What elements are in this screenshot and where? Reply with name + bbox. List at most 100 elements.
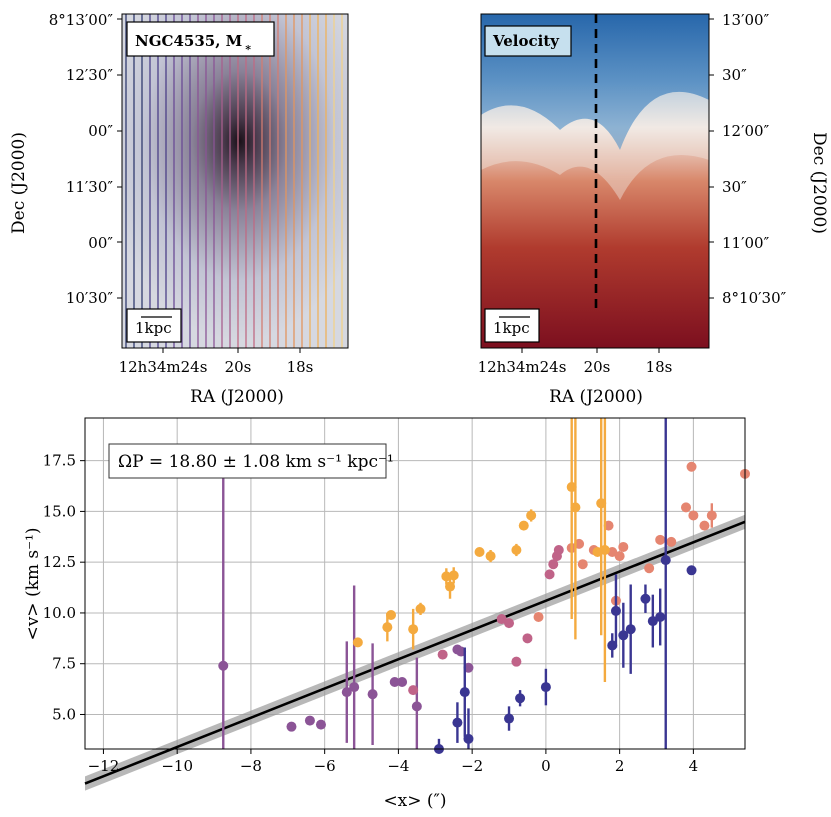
data-point [548, 559, 559, 570]
data-point [389, 676, 400, 687]
y-tick-label: 5.0 [52, 705, 76, 723]
data-point [218, 660, 229, 671]
data-point [445, 581, 456, 592]
data-point [610, 605, 621, 616]
right-ytick: 11′00″ [722, 234, 770, 252]
data-point [496, 614, 507, 625]
data-point [614, 551, 625, 562]
data-point [553, 544, 564, 555]
y-tick-label: 7.5 [52, 655, 76, 673]
data-point [577, 559, 588, 570]
y-tick-label: 17.5 [43, 452, 76, 470]
velocity-badge: Velocity [484, 25, 572, 57]
data-point [286, 721, 297, 732]
omega-annotation-text: ΩP = 18.80 ± 1.08 km s⁻¹ kpc⁻¹ [118, 452, 394, 472]
data-point [526, 510, 537, 521]
left-xtick: 18s [287, 358, 314, 376]
x-tick-label: −4 [387, 757, 409, 775]
fit-line [84, 520, 746, 785]
data-point [367, 689, 378, 700]
right-xtick: 20s [584, 358, 611, 376]
stellar-mass-image [122, 14, 348, 348]
data-point [474, 547, 485, 558]
svg-text:NGC4535, M∗: NGC4535, M ∗ [135, 32, 252, 54]
data-point [686, 461, 697, 472]
data-point [504, 713, 515, 724]
x-tick-label: 2 [615, 757, 625, 775]
data-point [681, 502, 692, 513]
scalebar-left-label: 1kpc [135, 319, 172, 337]
data-point [618, 541, 629, 552]
data-point [452, 717, 463, 728]
data-point [382, 622, 393, 633]
data-point [706, 510, 717, 521]
slit-lines [125, 14, 343, 348]
data-point [408, 685, 419, 696]
right-xtick: 12h34m24s [478, 358, 567, 376]
data-point [640, 593, 651, 604]
chart-xlabel: <x> (″) [383, 791, 446, 811]
right-ylabel: Dec (J2000) [809, 132, 829, 234]
x-tick-label: −10 [161, 757, 193, 775]
data-point [511, 544, 522, 555]
scalebar-left: 1kpc [126, 308, 182, 343]
x-tick-label: −8 [240, 757, 262, 775]
data-point [533, 612, 544, 623]
data-point [655, 534, 666, 545]
right-ytick: 13′00″ [722, 11, 770, 29]
left-xtick: 12h34m24s [119, 358, 208, 376]
data-point [540, 682, 551, 693]
stellar-mass-panel: NGC4535, M ∗ 1kpc 8°13′00″ 12′30″ 00″ 11′… [9, 11, 349, 407]
right-ytick: 8°10′30″ [722, 289, 787, 307]
stellar-mass-badge: NGC4535, M ∗ [126, 21, 275, 57]
data-point [660, 555, 671, 566]
data-point [511, 656, 522, 667]
data-point [408, 624, 419, 635]
fit-line-group [84, 514, 746, 791]
scalebar-right-label: 1kpc [493, 319, 530, 337]
data-point [518, 520, 529, 531]
data-point [415, 603, 426, 614]
y-tick-label: 15.0 [43, 502, 76, 520]
left-ytick: 11′30″ [66, 178, 114, 196]
scalebar-right: 1kpc [484, 308, 540, 343]
x-tick-label: −12 [88, 757, 120, 775]
data-point [397, 676, 408, 687]
data-point [504, 618, 515, 629]
x-tick-label: 0 [541, 757, 551, 775]
left-ytick: 12′30″ [66, 66, 114, 84]
data-point [386, 609, 397, 620]
data-point [522, 633, 533, 644]
data-point [463, 733, 474, 744]
data-point [686, 565, 697, 576]
data-point [647, 616, 658, 627]
left-xlabel: RA (J2000) [190, 387, 284, 407]
stellar-mass-badge-text: NGC4535, M [135, 32, 242, 50]
data-point [349, 682, 360, 693]
data-point [688, 510, 699, 521]
chart-ylabel: <v> (km s⁻¹) [23, 527, 43, 640]
right-ytick: 12′00″ [722, 122, 770, 140]
data-point [666, 536, 677, 547]
data-point [341, 687, 352, 698]
data-point [655, 612, 666, 623]
left-xtick: 20s [225, 358, 252, 376]
right-xlabel: RA (J2000) [549, 387, 643, 407]
velocity-badge-text: Velocity [492, 32, 560, 50]
data-point [618, 630, 629, 641]
stellar-mass-badge-sub: ∗ [244, 41, 252, 54]
data-point [625, 624, 636, 635]
data-point [570, 502, 581, 513]
right-xtick: 18s [646, 358, 673, 376]
pattern-speed-chart: −12 −10 −8 −6 −4 −2 0 2 45.07.510.012.515.017.5 … [23, 417, 750, 811]
data-point [485, 551, 496, 562]
data-point [459, 687, 470, 698]
chart-ticks: −12 −10 −8 −6 −4 −2 0 2 4 5.0 7.5 10.0 12.5 15.0 17.5 [43, 452, 699, 775]
x-tick-label: −6 [314, 757, 336, 775]
data-point [448, 570, 459, 581]
data-point [644, 563, 655, 574]
data-point [437, 649, 448, 660]
y-tick-label: 12.5 [43, 553, 76, 571]
y-tick-label: 10.0 [43, 604, 76, 622]
